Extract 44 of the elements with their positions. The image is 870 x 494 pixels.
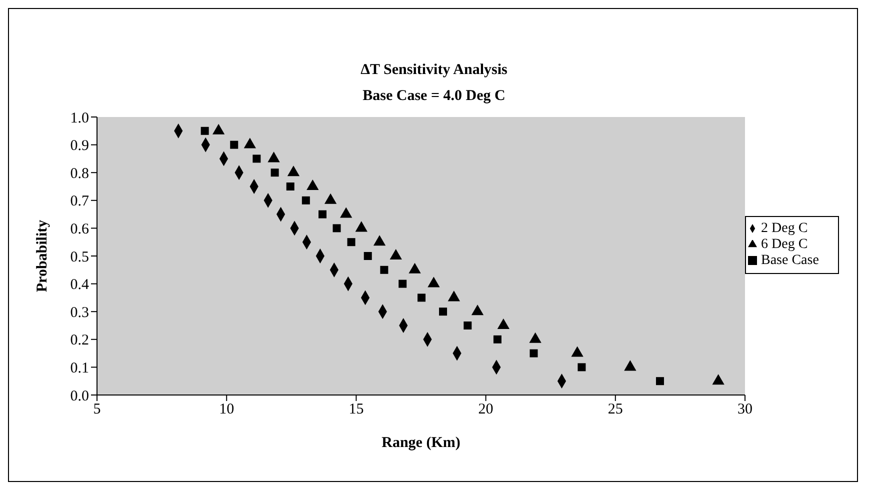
point [439, 308, 448, 316]
chart-title: ΔT Sensitivity Analysis [360, 61, 508, 80]
y-axis-title: Probability [34, 219, 50, 292]
y-tick-label: 0.2 [70, 332, 89, 349]
legend-label: Base Case [761, 253, 819, 268]
point [347, 238, 356, 246]
x-tick-label: 5 [93, 402, 101, 418]
legend-label: 6 Deg C [761, 237, 808, 252]
point [530, 349, 538, 358]
point [270, 168, 279, 177]
x-axis-title: Range (Km) [382, 435, 460, 451]
y-tick-label: 0.5 [70, 249, 89, 266]
y-tick-label: 0.3 [70, 304, 89, 321]
x-tick-label: 10 [219, 402, 234, 418]
y-tick-label: 0.6 [70, 222, 90, 238]
point [464, 322, 472, 330]
point [286, 182, 294, 190]
y-tick-label: 1.0 [70, 110, 89, 126]
point [332, 224, 341, 232]
point [302, 196, 310, 204]
point [418, 294, 426, 302]
y-tick-label: 0.4 [70, 277, 90, 294]
x-tick-label: 30 [738, 402, 752, 418]
point [380, 266, 388, 274]
y-tick-label: 0.8 [70, 166, 89, 182]
x-tick-label: 25 [608, 402, 623, 418]
legend-label: 2 Deg C [761, 221, 808, 236]
y-tick-label: 0.0 [70, 388, 89, 404]
point [230, 140, 238, 149]
point [364, 252, 372, 260]
point [200, 126, 209, 135]
y-tick-label: 0.9 [70, 138, 89, 154]
point [493, 335, 502, 344]
point [287, 166, 300, 176]
point [398, 280, 407, 288]
point [656, 377, 664, 386]
chart-subtitle: Base Case = 4.0 Deg C [362, 87, 506, 106]
point [578, 363, 586, 372]
x-tick-label: 15 [348, 402, 364, 418]
y-tick-label: 0.1 [70, 360, 89, 377]
point [318, 210, 327, 218]
y-tick-label: 0.7 [70, 194, 90, 210]
point [252, 154, 261, 163]
x-tick-label: 20 [478, 402, 494, 418]
